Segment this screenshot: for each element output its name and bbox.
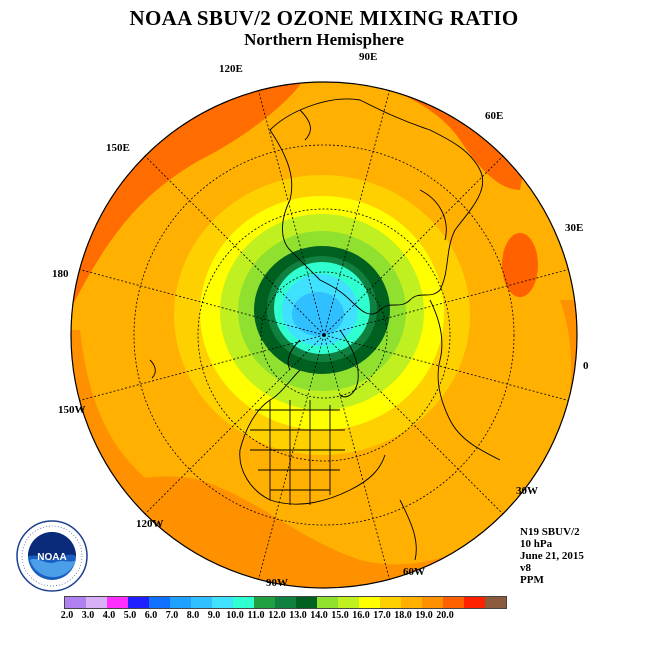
- colorbar-tick-label: 20.0: [436, 610, 454, 621]
- lon-label-30w: 30W: [516, 485, 538, 497]
- svg-text:NOAA: NOAA: [37, 552, 66, 563]
- colorbar: [64, 596, 507, 609]
- colorbar-swatch: [401, 597, 422, 608]
- colorbar-swatch: [317, 597, 338, 608]
- lon-label-120w: 120W: [136, 518, 164, 530]
- colorbar-tick-labels: 2.0 3.0 4.0 5.0 6.0 7.0 8.0 9.0 10.0 11.0 12.0 13.0…: [0, 610, 648, 624]
- colorbar-swatch: [422, 597, 443, 608]
- colorbar-tick-label: 11.0: [247, 610, 265, 621]
- map-border: [70, 81, 578, 589]
- colorbar-tick-label: 14.0: [310, 610, 328, 621]
- colorbar-swatch: [191, 597, 212, 608]
- lon-label-60w: 60W: [403, 566, 425, 578]
- colorbar-tick-label: 15.0: [331, 610, 349, 621]
- colorbar-tick-label: 4.0: [102, 610, 116, 621]
- colorbar-swatch: [485, 597, 506, 608]
- lon-label-60e: 60E: [485, 110, 504, 122]
- colorbar-swatch: [359, 597, 380, 608]
- colorbar-swatch: [107, 597, 128, 608]
- colorbar-swatch: [170, 597, 191, 608]
- colorbar-tick-label: 12.0: [268, 610, 286, 621]
- colorbar-tick-label: 10.0: [226, 610, 244, 621]
- colorbar-tick-label: 8.0: [186, 610, 200, 621]
- colorbar-swatch: [338, 597, 359, 608]
- lon-label-150e: 150E: [106, 142, 130, 154]
- lon-label-0: 0: [583, 360, 589, 372]
- colorbar-swatch: [212, 597, 233, 608]
- colorbar-tick-label: 17.0: [373, 610, 391, 621]
- colorbar-swatch: [254, 597, 275, 608]
- colorbar-swatch: [275, 597, 296, 608]
- lon-label-30e: 30E: [565, 222, 584, 234]
- version-text: v8: [520, 562, 531, 574]
- lon-label-120e: 120E: [219, 63, 243, 75]
- graticule: [133, 144, 515, 526]
- map-title: NOAA SBUV/2 OZONE MIXING RATIO: [129, 6, 519, 30]
- colorbar-swatch: [443, 597, 464, 608]
- colorbar-tick-label: 5.0: [123, 610, 137, 621]
- colorbar-swatch: [380, 597, 401, 608]
- colorbar-swatch: [233, 597, 254, 608]
- colorbar-swatch: [149, 597, 170, 608]
- colorbar-tick-label: 3.0: [81, 610, 95, 621]
- colorbar-swatch: [65, 597, 86, 608]
- colorbar-tick-label: 13.0: [289, 610, 307, 621]
- noaa-seal-icon: NOAA: [16, 520, 88, 592]
- lon-label-150w: 150W: [58, 404, 86, 416]
- map-subtitle: Northern Hemisphere: [244, 30, 404, 49]
- lon-label-90e: 90E: [359, 51, 378, 63]
- coastlines: [149, 98, 501, 561]
- colorbar-tick-label: 16.0: [352, 610, 370, 621]
- colorbar-swatch: [464, 597, 485, 608]
- colorbar-tick-label: 7.0: [165, 610, 179, 621]
- lon-label-90w: 90W: [266, 577, 288, 589]
- colorbar-swatch: [296, 597, 317, 608]
- info-block: N19 SBUV/2 10 hPa June 21, 2015 v8 PPM: [520, 526, 584, 586]
- colorbar-tick-label: 6.0: [144, 610, 158, 621]
- colorbar-tick-label: 18.0: [394, 610, 412, 621]
- colorbar-swatch: [128, 597, 149, 608]
- units-text: PPM: [520, 574, 544, 586]
- colorbar-tick-label: 2.0: [60, 610, 74, 621]
- instrument-text: N19 SBUV/2: [520, 526, 580, 538]
- colorbar-tick-label: 9.0: [207, 610, 221, 621]
- pressure-text: 10 hPa: [520, 538, 553, 550]
- lon-label-180: 180: [52, 268, 69, 280]
- colorbar-tick-label: 19.0: [415, 610, 433, 621]
- colorbar-swatch: [86, 597, 107, 608]
- date-text: June 21, 2015: [520, 550, 584, 562]
